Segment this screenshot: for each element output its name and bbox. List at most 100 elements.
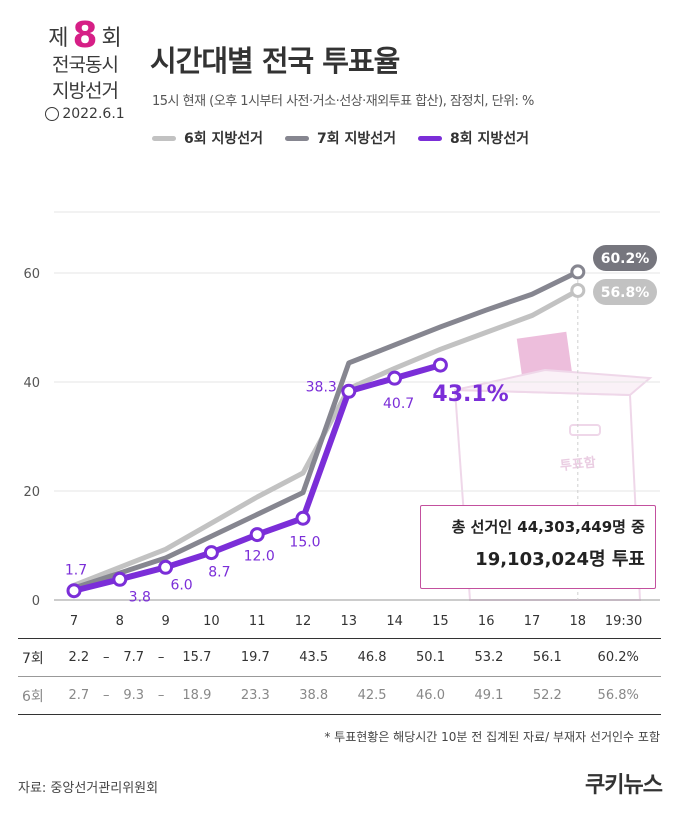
x-tick-label: 16 bbox=[478, 614, 495, 629]
data-point-8 bbox=[66, 583, 82, 599]
x-tick-label: 14 bbox=[386, 614, 403, 629]
legend-label-7: 7회 지방선거 bbox=[317, 131, 397, 147]
table-cell: 2.7 bbox=[58, 676, 100, 715]
table-cell: 9.3 bbox=[112, 676, 155, 715]
end-label-7: 60.2% bbox=[601, 251, 650, 267]
table-cell: 50.1 bbox=[401, 638, 460, 677]
x-tick-label: 15 bbox=[432, 614, 449, 629]
data-point-8 bbox=[295, 510, 311, 526]
x-tick-label: 17 bbox=[524, 614, 541, 629]
x-tick-label: 13 bbox=[341, 614, 358, 629]
table-cell: 23.3 bbox=[226, 676, 285, 715]
table-cell: 18.9 bbox=[167, 676, 227, 715]
source-credit: 자료: 중앙선거관리위원회 bbox=[18, 781, 159, 796]
end-marker-6 bbox=[570, 282, 586, 298]
table-cell: – bbox=[99, 638, 113, 677]
logo-suffix: 회 bbox=[101, 26, 122, 51]
table-row-label: 7회 bbox=[18, 638, 58, 677]
end-label-6: 56.8% bbox=[601, 285, 650, 301]
point-label-8: 15.0 bbox=[289, 534, 320, 550]
data-point-8 bbox=[432, 357, 448, 373]
table-cell: 56.8% bbox=[576, 676, 660, 715]
legend-label-8: 8회 지방선거 bbox=[450, 131, 530, 147]
y-tick-label: 60 bbox=[23, 267, 40, 282]
x-tick-label: 9 bbox=[161, 614, 169, 629]
table-cell: 56.1 bbox=[518, 638, 577, 677]
ballot-box-label: 투표함 bbox=[559, 454, 596, 474]
series-line-6 bbox=[71, 287, 581, 588]
y-tick-label: 20 bbox=[23, 485, 40, 500]
turnout-table: 7회 2.2 – 7.7 – 15.7 19.7 43.5 46.8 50.1 … bbox=[18, 638, 660, 715]
legend-label-6: 6회 지방선거 bbox=[184, 131, 264, 147]
data-point-8 bbox=[249, 527, 265, 543]
legend-item-8: 8회 지방선거 bbox=[418, 128, 529, 148]
end-label-8: 43.1% bbox=[432, 382, 508, 407]
table-cell: 38.8 bbox=[284, 676, 343, 715]
total-voters-line2: 19,103,024명 투표 bbox=[475, 549, 645, 570]
x-tick-label: 19:30 bbox=[605, 614, 642, 629]
legend-swatch-7 bbox=[285, 135, 310, 141]
x-tick-label: 10 bbox=[203, 614, 220, 629]
chart-legend: 6회 지방선거 7회 지방선거 8회 지방선거 bbox=[152, 128, 529, 148]
x-tick-label: 7 bbox=[70, 614, 78, 629]
data-point-8 bbox=[203, 545, 219, 561]
table-cell: 19.7 bbox=[226, 638, 285, 677]
page-subtitle: 15시 현재 (오후 1시부터 사전·거소·선상·재외투표 합산), 잠정치, … bbox=[152, 94, 534, 109]
table-cell: 49.1 bbox=[459, 676, 519, 715]
x-tick-label: 8 bbox=[116, 614, 124, 629]
point-label-8: 3.8 bbox=[129, 589, 151, 605]
page-title: 시간대별 전국 투표율 bbox=[150, 44, 400, 78]
table-row-6: 6회 2.7 – 9.3 – 18.9 23.3 38.8 42.5 46.0 … bbox=[18, 676, 660, 715]
table-cell: 7.7 bbox=[112, 638, 155, 677]
legend-item-7: 7회 지방선거 bbox=[285, 128, 396, 148]
end-marker-7 bbox=[570, 264, 586, 280]
total-voters-line1: 총 선거인 44,303,449명 중 bbox=[451, 518, 645, 536]
table-cell: – bbox=[99, 676, 113, 715]
table-row-7: 7회 2.2 – 7.7 – 15.7 19.7 43.5 46.8 50.1 … bbox=[18, 638, 660, 677]
end-pill-6 bbox=[593, 279, 657, 305]
point-label-8: 38.3 bbox=[306, 379, 337, 395]
point-label-8: 40.7 bbox=[383, 396, 414, 412]
brand-logo: 쿠키뉴스 bbox=[585, 773, 663, 798]
legend-swatch-6 bbox=[152, 135, 176, 141]
legend-item-6: 6회 지방선거 bbox=[152, 128, 263, 148]
data-point-8 bbox=[387, 370, 403, 386]
table-cell: 46.0 bbox=[401, 676, 460, 715]
end-pill-7 bbox=[593, 245, 657, 271]
table-cell: 60.2% bbox=[576, 638, 660, 677]
table-cell: 15.7 bbox=[167, 638, 227, 677]
logo-number: 8 bbox=[72, 15, 98, 56]
table-cell: 46.8 bbox=[342, 638, 402, 677]
table-cell: 53.2 bbox=[459, 638, 519, 677]
election-logo: 제 8 회 전국동시 지방선거 2022.6.1 bbox=[30, 15, 140, 150]
table-cell: 52.2 bbox=[518, 676, 577, 715]
data-point-8 bbox=[158, 559, 174, 575]
table-cell: 42.5 bbox=[342, 676, 402, 715]
point-label-8: 1.7 bbox=[65, 563, 87, 579]
y-tick-label: 0 bbox=[32, 594, 40, 609]
x-tick-label: 18 bbox=[570, 614, 587, 629]
y-tick-label: 40 bbox=[23, 376, 40, 391]
total-voters-box: 총 선거인 44,303,449명 중 19,103,024명 투표 bbox=[420, 505, 656, 589]
series-line-7 bbox=[71, 269, 581, 591]
point-label-8: 8.7 bbox=[208, 565, 230, 581]
point-label-8: 6.0 bbox=[170, 577, 192, 593]
legend-swatch-8 bbox=[418, 135, 443, 141]
table-row-label: 6회 bbox=[18, 676, 58, 715]
x-tick-label: 11 bbox=[249, 614, 266, 629]
point-label-8: 12.0 bbox=[244, 549, 275, 565]
ballot-mark-icon bbox=[45, 107, 60, 121]
logo-prefix: 제 bbox=[48, 26, 69, 51]
data-point-8 bbox=[112, 571, 128, 587]
table-cell: – bbox=[154, 676, 168, 715]
logo-date: 2022.6.1 bbox=[62, 106, 125, 122]
logo-line1: 전국동시 bbox=[52, 54, 119, 76]
table-cell: – bbox=[154, 638, 168, 677]
footnote: * 투표현황은 해당시간 10분 전 집계된 자료/ 부재자 선거인수 포함 bbox=[324, 730, 660, 744]
table-cell: 43.5 bbox=[284, 638, 343, 677]
x-tick-label: 12 bbox=[295, 614, 312, 629]
data-point-8 bbox=[341, 383, 357, 399]
table-cell: 2.2 bbox=[58, 638, 100, 677]
logo-line2: 지방선거 bbox=[52, 80, 119, 102]
